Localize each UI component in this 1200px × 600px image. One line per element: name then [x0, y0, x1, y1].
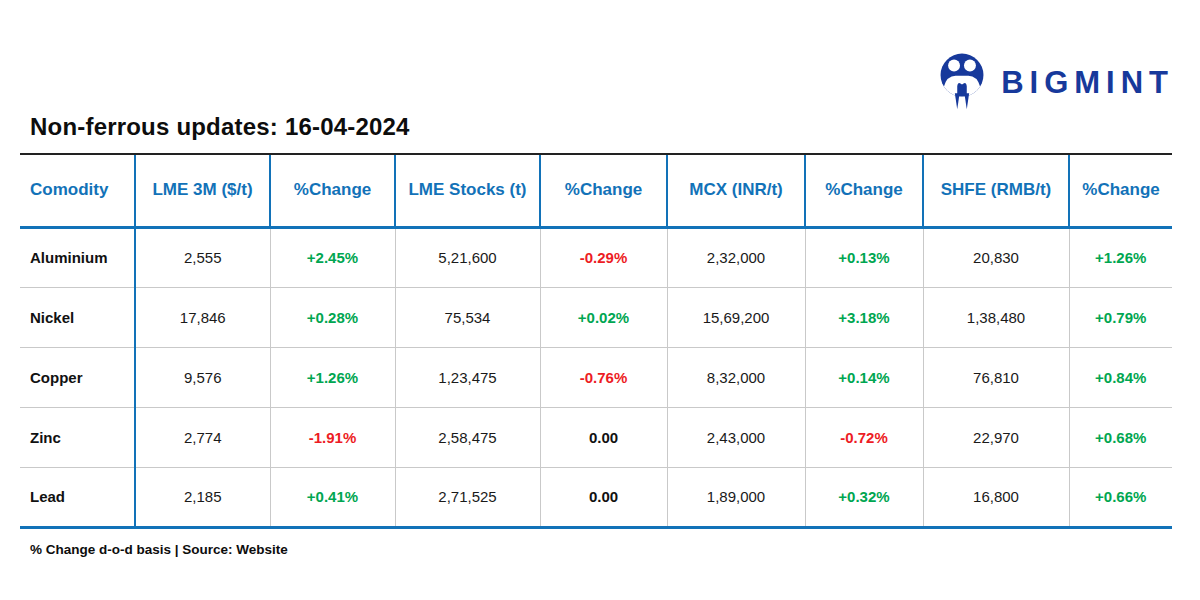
shfe-change-cell: +0.66% [1069, 467, 1172, 527]
mcx-value-cell: 2,32,000 [667, 227, 805, 287]
table-row-aluminium: Aluminium 2,555 +2.45% 5,21,600 -0.29% 2… [20, 227, 1172, 287]
mcx-change-cell: +0.14% [805, 347, 923, 407]
lme-stocks-value-cell: 75,534 [395, 287, 540, 347]
lme-3m-value-cell: 2,774 [135, 407, 270, 467]
lme-stocks-change-cell: 0.00 [540, 407, 667, 467]
mcx-value-cell: 15,69,200 [667, 287, 805, 347]
shfe-change-cell: +0.84% [1069, 347, 1172, 407]
lme-stocks-change-cell: 0.00 [540, 467, 667, 527]
col-header-lme-stocks: LME Stocks (t) [395, 154, 540, 227]
page-title: Non-ferrous updates: 16-04-2024 [30, 113, 410, 141]
lme-3m-change-cell: +0.28% [270, 287, 395, 347]
bigmint-logo-icon [936, 52, 988, 114]
lme-3m-value-cell: 2,185 [135, 467, 270, 527]
commodity-name-cell: Lead [20, 467, 135, 527]
mcx-change-cell: -0.72% [805, 407, 923, 467]
lme-stocks-value-cell: 1,23,475 [395, 347, 540, 407]
lme-stocks-change-cell: +0.02% [540, 287, 667, 347]
lme-stocks-change-cell: -0.29% [540, 227, 667, 287]
page: BIGMINT Non-ferrous updates: 16-04-2024 … [0, 0, 1200, 600]
shfe-change-cell: +0.68% [1069, 407, 1172, 467]
col-header-lme-3m-change: %Change [270, 154, 395, 227]
header-row: Comodity LME 3M ($/t) %Change LME Stocks… [20, 154, 1172, 227]
lme-stocks-value-cell: 5,21,600 [395, 227, 540, 287]
col-header-mcx: MCX (INR/t) [667, 154, 805, 227]
table-footnote: % Change d-o-d basis | Source: Website [30, 542, 288, 557]
lme-3m-change-cell: +1.26% [270, 347, 395, 407]
col-header-shfe: SHFE (RMB/t) [923, 154, 1069, 227]
col-header-shfe-change: %Change [1069, 154, 1172, 227]
lme-stocks-value-cell: 2,71,525 [395, 467, 540, 527]
bigmint-logo-text: BIGMINT [1001, 65, 1174, 101]
table-row-copper: Copper 9,576 +1.26% 1,23,475 -0.76% 8,32… [20, 347, 1172, 407]
mcx-change-cell: +3.18% [805, 287, 923, 347]
shfe-change-cell: +0.79% [1069, 287, 1172, 347]
mcx-value-cell: 8,32,000 [667, 347, 805, 407]
col-header-lme-stocks-change: %Change [540, 154, 667, 227]
table-row-lead: Lead 2,185 +0.41% 2,71,525 0.00 1,89,000… [20, 467, 1172, 527]
shfe-value-cell: 76,810 [923, 347, 1069, 407]
lme-3m-value-cell: 2,555 [135, 227, 270, 287]
table-row-zinc: Zinc 2,774 -1.91% 2,58,475 0.00 2,43,000… [20, 407, 1172, 467]
non-ferrous-table: Comodity LME 3M ($/t) %Change LME Stocks… [20, 153, 1172, 529]
table-row-nickel: Nickel 17,846 +0.28% 75,534 +0.02% 15,69… [20, 287, 1172, 347]
mcx-change-cell: +0.13% [805, 227, 923, 287]
col-header-lme-3m: LME 3M ($/t) [135, 154, 270, 227]
col-header-comodity: Comodity [20, 154, 135, 227]
lme-3m-change-cell: +2.45% [270, 227, 395, 287]
shfe-value-cell: 1,38,480 [923, 287, 1069, 347]
commodity-name-cell: Aluminium [20, 227, 135, 287]
lme-3m-change-cell: -1.91% [270, 407, 395, 467]
shfe-value-cell: 22,970 [923, 407, 1069, 467]
lme-3m-value-cell: 9,576 [135, 347, 270, 407]
mcx-value-cell: 1,89,000 [667, 467, 805, 527]
lme-stocks-change-cell: -0.76% [540, 347, 667, 407]
commodity-name-cell: Copper [20, 347, 135, 407]
col-header-mcx-change: %Change [805, 154, 923, 227]
mcx-change-cell: +0.32% [805, 467, 923, 527]
mcx-value-cell: 2,43,000 [667, 407, 805, 467]
lme-stocks-value-cell: 2,58,475 [395, 407, 540, 467]
commodity-name-cell: Nickel [20, 287, 135, 347]
bigmint-logo: BIGMINT [936, 52, 1174, 114]
commodity-name-cell: Zinc [20, 407, 135, 467]
shfe-change-cell: +1.26% [1069, 227, 1172, 287]
shfe-value-cell: 20,830 [923, 227, 1069, 287]
lme-3m-change-cell: +0.41% [270, 467, 395, 527]
shfe-value-cell: 16,800 [923, 467, 1069, 527]
lme-3m-value-cell: 17,846 [135, 287, 270, 347]
